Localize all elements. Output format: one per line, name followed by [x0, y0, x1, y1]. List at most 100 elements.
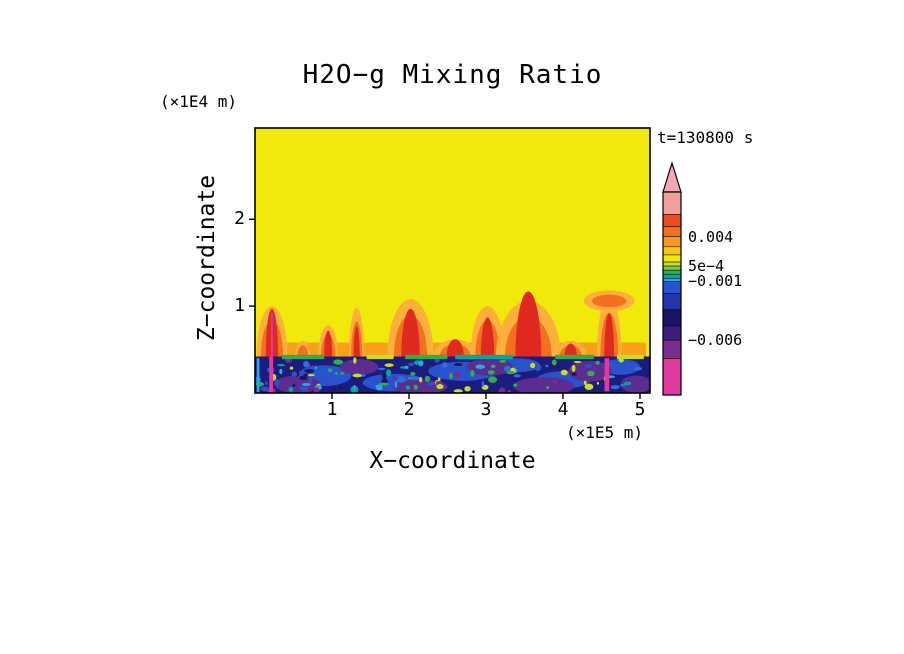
chart-title: H2O−g Mixing Ratio	[302, 60, 603, 90]
band-speckle	[375, 384, 383, 389]
colorbar-label: 5e−4	[688, 257, 725, 276]
band-speckle	[396, 376, 406, 383]
colorbar-segment	[662, 281, 682, 294]
band-speckle	[571, 364, 576, 372]
band-speckle	[384, 363, 394, 367]
band-speckle	[337, 371, 341, 376]
band-speckle	[490, 364, 496, 369]
band-speckle	[327, 368, 333, 373]
z-tick-label: 2	[234, 208, 245, 230]
band-speckle	[393, 377, 399, 381]
band-speckle	[299, 386, 308, 392]
colorbar-segment	[662, 214, 682, 227]
vertical-streak	[270, 313, 273, 357]
colorbar-segment	[662, 269, 682, 275]
band-speckle	[618, 358, 624, 363]
band-speckle	[584, 383, 594, 390]
band-speckle	[534, 364, 542, 372]
x-tick-label: 4	[557, 399, 569, 420]
colorbar-segment	[662, 309, 682, 327]
axis-ticks	[249, 218, 641, 399]
band-speckle	[332, 387, 336, 392]
band-speckle	[583, 380, 587, 385]
x-axis-units-label: (×1E5 m)	[566, 423, 644, 442]
colorbar-segment	[662, 325, 682, 341]
band-speckle	[441, 362, 448, 368]
band-speckle	[506, 370, 515, 375]
band-speckle	[596, 381, 600, 385]
colorbar-segment	[662, 246, 682, 256]
band-speckle	[587, 370, 595, 377]
band-top-fringe	[616, 354, 644, 360]
band-speckle	[310, 365, 316, 371]
band-speckle	[551, 379, 559, 384]
vertical-streak	[604, 358, 610, 392]
band-speckle	[394, 381, 398, 389]
band-speckle	[623, 381, 632, 386]
band-speckle	[545, 364, 549, 368]
band-speckle	[453, 372, 461, 378]
band-speckle	[513, 374, 521, 378]
band-speckle	[595, 360, 600, 365]
colorbar-segment	[662, 278, 682, 282]
band-speckle	[504, 365, 511, 372]
band-speckle	[333, 359, 343, 365]
colorbar-segment	[662, 226, 682, 237]
band-speckle	[560, 369, 568, 376]
band-speckle	[436, 384, 444, 390]
band-top-fringe	[281, 354, 325, 360]
band-speckle	[610, 385, 620, 390]
band-speckle	[453, 389, 463, 393]
band-speckle	[507, 389, 511, 393]
band-speckle	[530, 362, 536, 369]
band-speckle	[475, 364, 486, 369]
band-speckle	[571, 372, 577, 376]
band-speckle	[419, 376, 423, 383]
band-speckle	[308, 376, 313, 384]
band-speckle	[314, 366, 318, 370]
band-speckle	[304, 369, 315, 373]
band-top-fringe	[455, 354, 513, 360]
band-speckle	[276, 363, 286, 367]
band-speckle	[513, 383, 518, 387]
z-axis-label: Z−coordinate	[194, 174, 220, 342]
band-speckle	[264, 381, 268, 385]
colorbar-label: −0.006	[688, 331, 743, 350]
band-speckle	[498, 387, 506, 393]
band-speckle	[551, 359, 557, 366]
band-speckle	[616, 359, 620, 363]
band-speckle	[584, 364, 593, 368]
x-tick-label: 5	[634, 399, 646, 420]
band-speckle	[303, 360, 310, 368]
band-speckle	[453, 363, 463, 366]
plot-frame	[254, 127, 651, 394]
band-speckle	[470, 369, 475, 377]
band-speckle	[413, 384, 418, 390]
vertical-streak	[256, 358, 260, 393]
band-speckle	[424, 375, 431, 382]
colorbar-segment	[662, 261, 682, 267]
band-speckle	[301, 383, 311, 386]
x-tick-label: 2	[403, 399, 415, 420]
band-purple-patch	[274, 375, 321, 393]
band-speckle	[288, 387, 294, 392]
colorbar-segment	[662, 273, 682, 279]
colorbar-segment	[662, 358, 682, 396]
vertical-streak	[269, 356, 274, 393]
band-speckle	[279, 368, 283, 375]
band-speckle	[378, 382, 389, 386]
band-speckle	[410, 371, 416, 376]
colorbar-segment	[662, 254, 682, 263]
x-tick-label: 1	[326, 399, 338, 420]
band-speckle	[377, 367, 386, 371]
band-speckle	[449, 372, 453, 380]
band-speckle	[289, 366, 294, 370]
field	[255, 128, 650, 393]
colorbar-segment	[662, 339, 682, 359]
colorbar-segment	[662, 265, 682, 271]
band-speckle	[573, 360, 582, 364]
band-speckle	[546, 385, 550, 389]
band-purple-patch	[339, 359, 379, 375]
